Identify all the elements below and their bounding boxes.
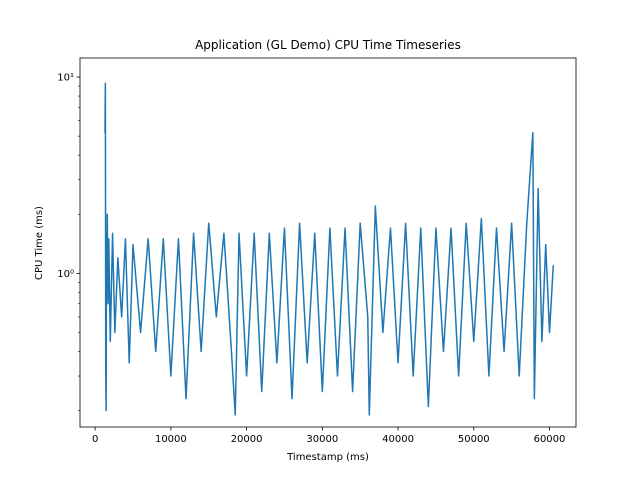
chart-title: Application (GL Demo) CPU Time Timeserie… [195, 38, 461, 52]
series-line-0 [104, 82, 555, 416]
y-axis-label: CPU Time (ms) [34, 206, 45, 280]
x-tick-label: 40000 [382, 434, 414, 445]
y-axis: 10⁰ 10¹ [57, 73, 80, 411]
x-tick-label: 10000 [155, 434, 187, 445]
y-tick-label: 10⁰ [57, 269, 74, 280]
plot-frame [79, 57, 577, 428]
x-tick-label: 20000 [231, 434, 263, 445]
y-tick-label: 10¹ [57, 73, 74, 84]
x-tick-label: 60000 [534, 434, 566, 445]
x-axis-label: Timestamp (ms) [286, 452, 369, 463]
x-axis: 0 10000 20000 30000 40000 50000 60000 [92, 427, 565, 445]
plot-area [79, 57, 577, 428]
x-tick-label: 50000 [458, 434, 490, 445]
x-tick-label: 0 [92, 434, 98, 445]
x-tick-label: 30000 [306, 434, 338, 445]
